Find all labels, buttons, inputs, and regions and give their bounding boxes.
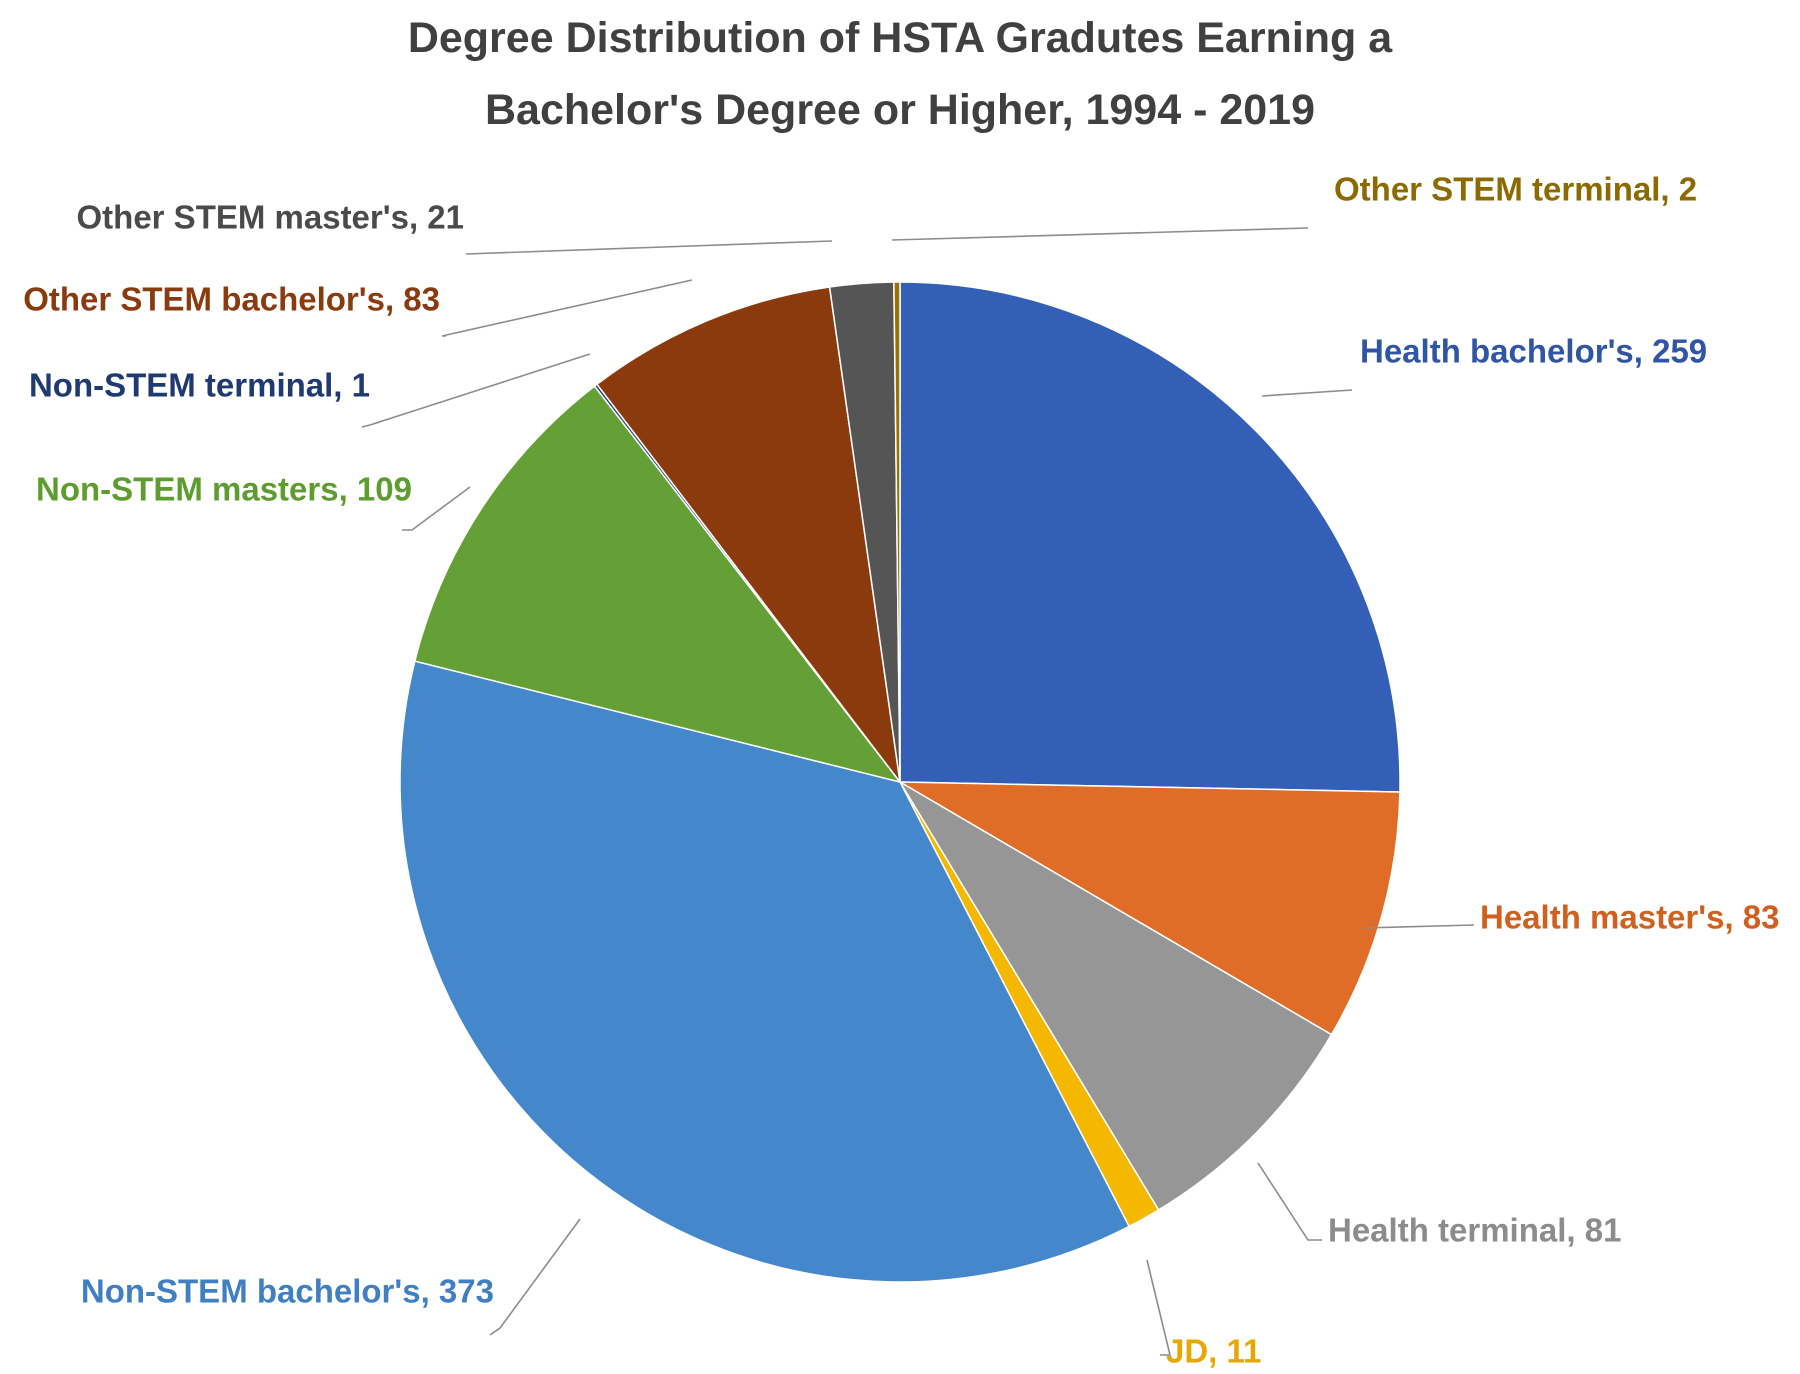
leader-line	[1261, 389, 1353, 397]
pie-slice-non-stem-bachelor-s	[399, 660, 1131, 1283]
chart-title: Degree Distribution of HSTA Gradutes Ear…	[0, 0, 1800, 146]
leader-line	[402, 486, 471, 531]
leader-lines	[361, 227, 1475, 1356]
pie-slice-other-stem-terminal	[893, 281, 901, 783]
leader-line	[891, 227, 1309, 241]
leader-line	[1361, 924, 1475, 929]
leader-line	[1146, 1259, 1172, 1356]
pie-slice-health-terminal	[899, 781, 1333, 1211]
pie-slice-other-stem-bachelor-s	[595, 286, 902, 785]
leader-line	[1257, 1162, 1322, 1241]
data-label: Other STEM terminal, 2	[1334, 171, 1697, 208]
data-labels: Health bachelor's, 259 Health master's, 8…	[23, 171, 1779, 1370]
data-label: Health terminal, 81	[1328, 1212, 1621, 1249]
data-label: Health master's, 83	[1480, 899, 1780, 936]
chart-title-line-2: Bachelor's Degree or Higher, 1994 - 2019	[484, 86, 1316, 134]
data-label: Non-STEM masters, 109	[36, 471, 412, 508]
pie-slices	[399, 281, 1401, 1283]
leader-line	[489, 1218, 581, 1336]
leader-line	[441, 279, 693, 337]
pie-slice-health-bachelor-s	[899, 281, 1401, 793]
data-label: JD, 11	[1166, 1333, 1261, 1370]
leader-line	[465, 240, 833, 255]
data-label: Non-STEM terminal, 1	[29, 367, 370, 404]
data-label: Health bachelor's, 259	[1360, 333, 1707, 370]
chart-title-line-1: Degree Distribution of HSTA Gradutes Ear…	[407, 14, 1393, 62]
pie-slice-non-stem-masters	[413, 385, 902, 784]
data-label: Other STEM master's, 21	[77, 199, 465, 236]
data-label: Other STEM bachelor's, 83	[23, 281, 440, 318]
leader-line	[361, 353, 591, 428]
pie-slice-health-master-s	[897, 781, 1401, 1036]
data-label: Non-STEM bachelor's, 373	[81, 1273, 494, 1310]
